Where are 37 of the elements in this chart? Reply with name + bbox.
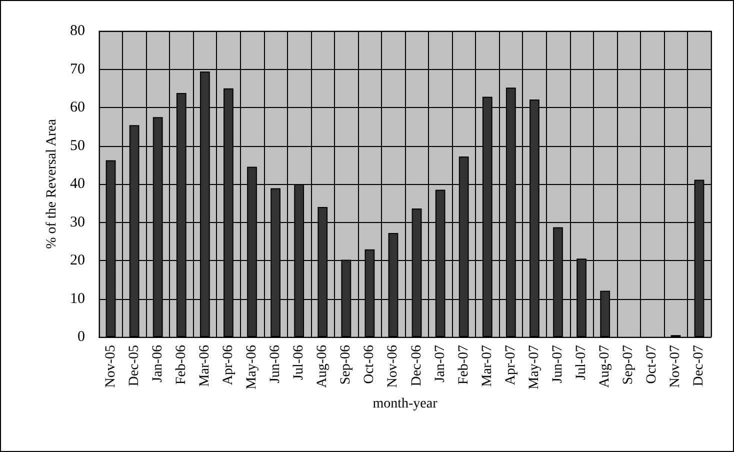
x-tick-label: Nov-05 (103, 345, 118, 388)
x-tick-label: Jun-07 (550, 345, 566, 384)
x-tick-label: Feb-06 (174, 345, 189, 385)
y-tick-label: 80 (70, 23, 85, 39)
x-tick-label: Aug-07 (598, 345, 613, 388)
y-tick-label: 50 (70, 138, 85, 154)
x-tick-label: Jul-07 (574, 345, 590, 380)
x-tick-label: May-07 (526, 345, 542, 390)
y-tick-label: 40 (70, 176, 85, 192)
x-tick-label: Mar-06 (197, 345, 212, 387)
x-tick-label: Apr-07 (503, 345, 518, 386)
x-tick-label: Oct-06 (362, 345, 378, 384)
x-tick-label: Jun-06 (268, 345, 284, 384)
y-tick-label: 30 (70, 214, 85, 230)
x-tick-label: Dec-05 (126, 345, 142, 386)
x-tick-label: Nov-06 (386, 345, 401, 388)
x-tick-label: Oct-07 (644, 345, 660, 384)
x-axis-title: month-year (372, 396, 438, 412)
x-tick-label: Apr-06 (220, 345, 236, 386)
x-tick-label: Aug-06 (315, 345, 330, 388)
y-tick-label: 0 (78, 329, 85, 345)
y-axis-title: % of the Reversal Area (44, 118, 60, 249)
y-tick-label: 10 (70, 290, 85, 307)
x-tick-label: Sep-07 (621, 345, 636, 385)
y-tick-label: 60 (70, 100, 85, 116)
x-tick-label: Mar-07 (480, 345, 495, 387)
y-tick-label: 20 (70, 252, 85, 268)
x-tick-label: May-06 (244, 345, 260, 390)
x-tick-label: Sep-06 (338, 345, 354, 385)
x-tick-label: Dec-07 (692, 345, 707, 386)
x-tick-label: Jan-06 (150, 345, 166, 382)
x-tick-label: Nov-07 (668, 345, 684, 388)
x-tick-label: Jan-07 (432, 345, 448, 382)
x-tick-label: Feb-07 (456, 345, 472, 385)
x-tick-label: Jul-06 (292, 345, 307, 380)
y-tick-label: 70 (70, 61, 85, 78)
x-tick-label: Dec-06 (409, 345, 424, 386)
